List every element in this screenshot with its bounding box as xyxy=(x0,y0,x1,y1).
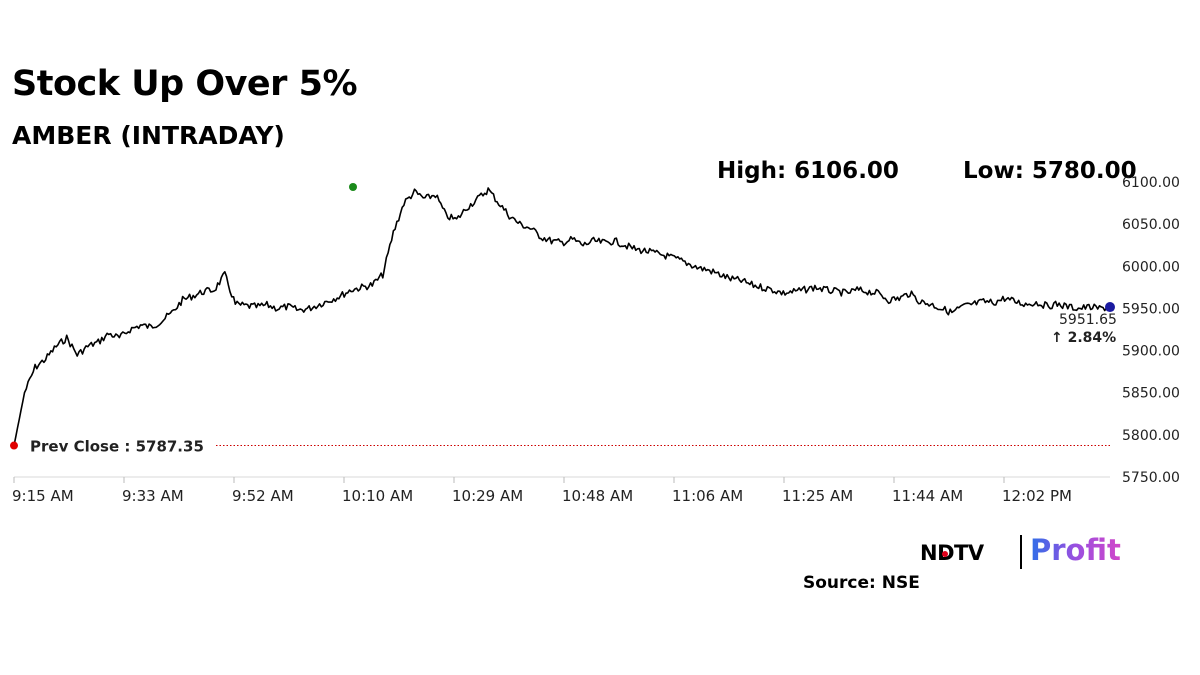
brand-dot xyxy=(942,551,948,557)
y-tick-label: 5850.00 xyxy=(1122,386,1180,402)
brand-ndtv: NDTV xyxy=(920,541,984,565)
x-tick-label: 11:25 AM xyxy=(782,487,853,505)
x-tick-label: 9:15 AM xyxy=(12,487,74,505)
chart-subtitle: AMBER (INTRADAY) xyxy=(12,121,285,150)
y-tick-label: 5750.00 xyxy=(1122,470,1180,486)
x-tick-label: 10:29 AM xyxy=(452,487,523,505)
brand-profit: Profit xyxy=(1030,533,1121,567)
low-value: Low: 5780.00 xyxy=(963,158,1137,184)
source-note: Source: NSE xyxy=(803,573,920,593)
start-marker xyxy=(10,441,18,450)
high-value: High: 6106.00 xyxy=(717,158,899,184)
prev-close-label: Prev Close : 5787.35 xyxy=(30,438,204,456)
x-tick-label: 9:33 AM xyxy=(122,487,184,505)
y-tick-label: 6050.00 xyxy=(1122,217,1180,233)
y-tick-label: 5800.00 xyxy=(1122,428,1180,444)
x-tick-label: 9:52 AM xyxy=(232,487,294,505)
brand-separator xyxy=(1020,535,1022,569)
chart-title: Stock Up Over 5% xyxy=(12,64,358,104)
x-tick-label: 11:06 AM xyxy=(672,487,743,505)
last-price-label: 5951.65 xyxy=(1059,312,1117,328)
x-tick-label: 10:48 AM xyxy=(562,487,633,505)
y-tick-label: 6100.00 xyxy=(1122,175,1180,191)
y-tick-label: 6000.00 xyxy=(1122,259,1180,275)
change-percent-label: ↑ 2.84% xyxy=(1051,330,1116,346)
last-marker xyxy=(1105,302,1115,313)
high-marker xyxy=(349,183,357,191)
x-tick-label: 10:10 AM xyxy=(342,487,413,505)
price-line xyxy=(13,187,1111,446)
x-tick-label: 11:44 AM xyxy=(892,487,963,505)
y-tick-label: 5950.00 xyxy=(1122,301,1180,317)
y-tick-label: 5900.00 xyxy=(1122,344,1180,360)
x-tick-label: 12:02 PM xyxy=(1002,487,1072,505)
